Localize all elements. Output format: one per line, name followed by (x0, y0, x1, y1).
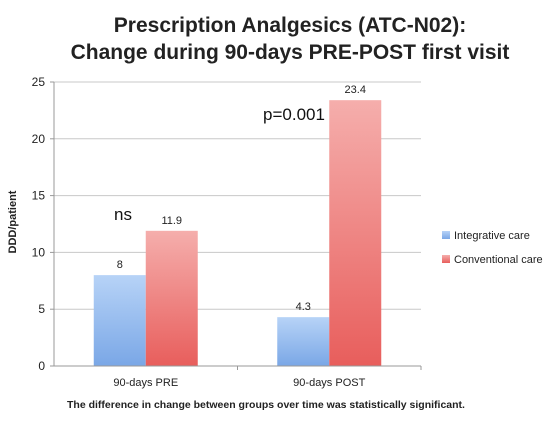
y-tick-label: 25 (32, 75, 46, 89)
x-tick-label: 90-days POST (293, 377, 365, 389)
bar-integrative-1 (277, 317, 330, 366)
data-label: 4.3 (296, 301, 311, 313)
bars (93, 100, 382, 367)
y-tick-label: 15 (32, 189, 46, 203)
legend: Integrative care Conventional care (442, 230, 543, 266)
y-tick-label: 10 (32, 245, 46, 259)
annotation-p-value: p=0.001 (263, 105, 325, 124)
y-tick-label: 5 (38, 302, 45, 316)
legend-label-conventional: Conventional care (454, 254, 543, 266)
y-tick-label: 20 (32, 132, 46, 146)
y-axis-label: DDD/patient (7, 190, 19, 253)
x-axis-ticks: 90-days PRE 90-days POST (113, 366, 422, 389)
legend-swatch-conventional (442, 255, 450, 263)
chart-title-line2: Change during 90-days PRE-POST first vis… (71, 41, 510, 64)
annotation-ns: ns (114, 205, 132, 224)
data-label: 11.9 (161, 215, 182, 227)
x-tick-label: 90-days PRE (113, 377, 178, 389)
legend-label-integrative: Integrative care (454, 230, 530, 242)
y-axis-ticks: 0 5 10 15 20 25 (32, 75, 54, 373)
legend-swatch-integrative (442, 231, 450, 239)
y-tick-label: 0 (38, 359, 45, 373)
chart-title-line1: Prescription Analgesics (ATC-N02): (114, 14, 466, 37)
footnote: The difference in change between groups … (67, 399, 465, 411)
data-labels: 8 11.9 4.3 23.4 (117, 84, 366, 313)
bar-conventional-1 (329, 100, 382, 367)
data-label: 8 (117, 259, 123, 271)
bar-conventional-0 (145, 230, 198, 366)
bar-integrative-0 (93, 275, 146, 366)
data-label: 23.4 (345, 84, 366, 96)
